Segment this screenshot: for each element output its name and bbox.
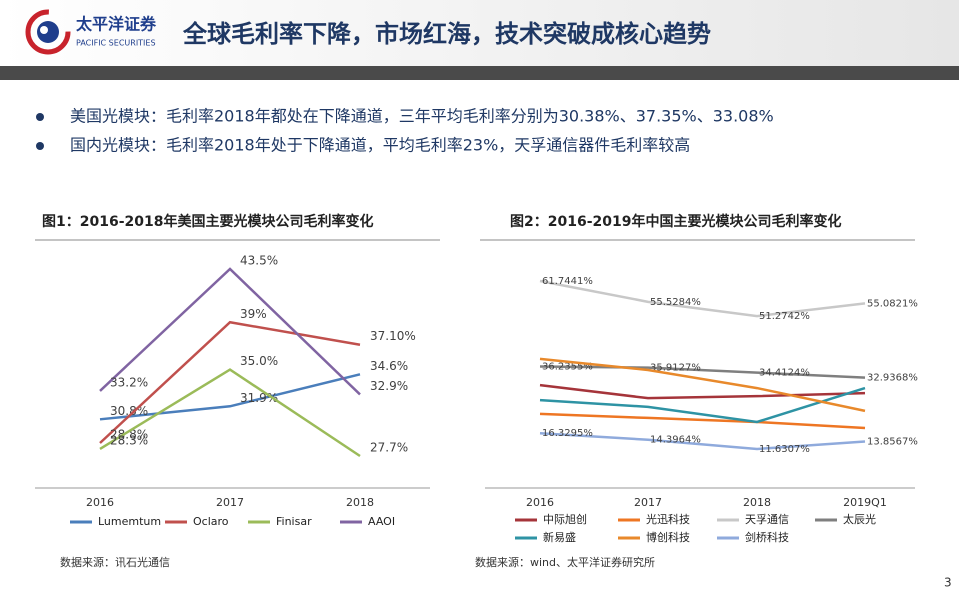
series-line (539, 279, 866, 318)
data-label: 36.2355% (542, 362, 593, 373)
data-label: 13.8567% (867, 437, 918, 448)
data-label: 39% (240, 307, 267, 321)
legend-label: 光迅科技 (646, 512, 690, 526)
logo-en: PACIFIC SECURITIES (76, 39, 156, 48)
page-number: 3 (944, 576, 952, 590)
bullet-dot (36, 113, 44, 121)
legend-label: Lumemtum (98, 515, 161, 528)
data-label: 16.3295% (542, 428, 593, 439)
logo (25, 9, 71, 55)
x-tick-label: 2016 (86, 496, 114, 509)
data-label: 34.6% (370, 359, 408, 373)
chart-title: 图1：2016-2018年美国主要光模块公司毛利率变化 (42, 213, 373, 230)
x-tick-label: 2018 (743, 496, 771, 509)
series-line (539, 386, 866, 424)
series-line (99, 320, 361, 444)
bullet: 美国光模块：毛利率2018年都处在下降通道，三年平均毛利率分别为30.38%、3… (70, 107, 774, 126)
x-tick-label: 2019Q1 (843, 496, 887, 509)
data-label: 51.2742% (759, 311, 810, 322)
slide-title: 全球毛利率下降，市场红海，技术突破成核心趋势 (182, 20, 711, 48)
data-label: 32.9% (370, 379, 408, 393)
data-label: 27.7% (370, 441, 408, 455)
series-line (99, 267, 361, 396)
x-tick-label: 2017 (216, 496, 244, 509)
series-line (539, 357, 866, 413)
data-label: 61.7441% (542, 276, 593, 287)
logo-cn: 太平洋证券 (75, 15, 157, 34)
data-label: 14.3964% (650, 435, 701, 446)
series-line (539, 412, 866, 430)
data-label: 35.9127% (650, 363, 701, 374)
legend-label: 中际旭创 (543, 512, 587, 526)
x-tick-label: 2018 (346, 496, 374, 509)
header-band (0, 0, 959, 66)
legend-label: Finisar (276, 515, 312, 528)
data-label: 28.3% (110, 433, 148, 447)
data-label: 55.5284% (650, 297, 701, 308)
x-tick-label: 2016 (526, 496, 554, 509)
series-line (539, 432, 866, 451)
series-line (99, 373, 361, 421)
data-label: 33.2% (110, 375, 148, 389)
header-bar (0, 66, 959, 80)
data-label: 35.0% (240, 354, 278, 368)
series-line (539, 365, 866, 379)
bullet: 国内光模块：毛利率2018年处于下降通道，平均毛利率23%，天孚通信器件毛利率较… (70, 136, 690, 155)
series-line (99, 368, 361, 458)
data-label: 34.4124% (759, 368, 810, 379)
chart-title: 图2：2016-2019年中国主要光模块公司毛利率变化 (510, 213, 841, 230)
legend-label: 博创科技 (646, 530, 690, 544)
legend-label: 天孚通信 (745, 513, 789, 526)
legend-label: Oclaro (193, 515, 229, 528)
data-label: 32.9368% (867, 373, 918, 384)
bullet-dot (36, 142, 44, 150)
x-tick-label: 2017 (634, 496, 662, 509)
source: 数据来源：wind、太平洋证券研究所 (475, 555, 655, 569)
legend-label: 剑桥科技 (745, 530, 789, 544)
data-label: 37.10% (370, 329, 416, 343)
data-label: 11.6307% (759, 444, 810, 455)
legend-label: AAOI (368, 515, 395, 528)
source: 数据来源：讯石光通信 (60, 555, 170, 569)
legend-label: 太辰光 (843, 512, 876, 526)
data-label: 55.0821% (867, 298, 918, 309)
series-line (539, 383, 866, 400)
legend-label: 新易盛 (543, 530, 576, 544)
data-label: 43.5% (240, 254, 278, 268)
